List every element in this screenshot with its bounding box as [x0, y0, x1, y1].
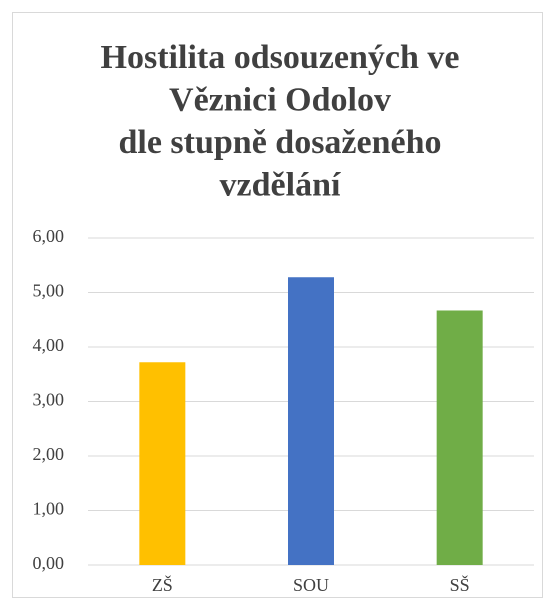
bar: [139, 362, 186, 565]
y-tick-label: 3,00: [33, 390, 65, 410]
x-tick-label: ZŠ: [152, 574, 173, 595]
chart-title: Věznici Odolov: [169, 81, 391, 118]
chart-title: dle stupně dosaženého: [118, 124, 441, 161]
x-tick-label: SŠ: [450, 574, 470, 595]
chart-title: Hostilita odsouzených ve: [101, 39, 460, 76]
chart-title: vzdělání: [220, 166, 341, 203]
y-tick-label: 2,00: [33, 444, 65, 464]
y-tick-label: 0,00: [33, 553, 65, 573]
bar: [288, 277, 334, 565]
y-tick-label: 6,00: [33, 226, 65, 246]
bar: [436, 310, 483, 565]
y-tick-label: 1,00: [33, 499, 65, 519]
y-tick-label: 5,00: [33, 281, 65, 301]
y-tick-label: 4,00: [33, 335, 65, 355]
x-tick-label: SOU: [293, 575, 329, 595]
